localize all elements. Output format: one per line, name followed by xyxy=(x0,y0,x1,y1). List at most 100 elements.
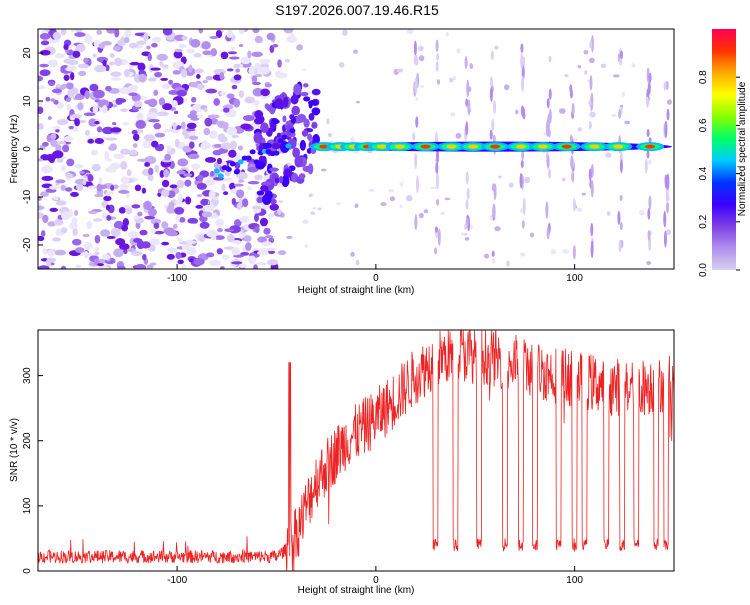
noise-blob xyxy=(131,129,138,135)
noise-blob xyxy=(583,49,589,55)
noise-blob xyxy=(150,218,162,225)
noise-blob xyxy=(193,257,205,266)
noise-blob xyxy=(169,184,178,189)
noise-blob xyxy=(163,169,170,178)
noise-blob xyxy=(159,170,165,178)
transition-blob xyxy=(261,181,272,186)
noise-blob xyxy=(110,71,122,77)
streak-blob xyxy=(493,100,497,114)
noise-blob xyxy=(444,197,451,201)
streak-blob xyxy=(434,226,438,233)
noise-blob xyxy=(203,204,213,211)
streak-blob xyxy=(414,152,418,170)
noise-blob xyxy=(269,45,275,54)
streak-blob xyxy=(465,121,469,136)
noise-blob xyxy=(113,248,124,258)
noise-blob xyxy=(181,35,188,41)
noise-blob xyxy=(406,29,414,35)
noise-blob xyxy=(124,29,132,38)
noise-blob xyxy=(66,103,72,111)
noise-blob xyxy=(418,45,424,51)
noise-blob xyxy=(237,145,244,151)
noise-blob xyxy=(186,48,193,54)
transition-blob xyxy=(301,129,309,137)
noise-blob xyxy=(245,242,252,251)
noise-blob xyxy=(67,89,75,98)
streak-blob xyxy=(436,53,440,61)
noise-blob xyxy=(119,87,131,95)
noise-blob xyxy=(61,165,66,172)
noise-blob xyxy=(266,32,275,41)
noise-blob xyxy=(240,56,251,65)
noise-blob xyxy=(162,64,169,68)
noise-blob xyxy=(51,126,61,130)
noise-blob xyxy=(91,163,101,172)
noise-blob xyxy=(269,203,279,211)
noise-blob xyxy=(231,261,243,265)
noise-blob xyxy=(423,209,429,214)
noise-blob xyxy=(562,177,566,182)
noise-blob xyxy=(506,260,510,267)
noise-blob xyxy=(228,149,237,158)
noise-blob xyxy=(399,204,403,209)
noise-blob xyxy=(55,144,62,152)
streak-blob xyxy=(546,227,550,240)
streak-blob xyxy=(413,40,417,56)
noise-blob xyxy=(134,184,142,192)
tone-segment-peak xyxy=(613,144,624,149)
noise-blob xyxy=(83,241,93,250)
noise-blob xyxy=(98,43,105,49)
track-blob xyxy=(225,166,232,172)
streak-blob xyxy=(645,96,649,108)
noise-blob xyxy=(355,100,360,104)
noise-blob xyxy=(191,163,201,170)
streak-blob xyxy=(521,75,525,92)
noise-blob xyxy=(452,75,457,81)
noise-blob xyxy=(47,116,52,120)
noise-blob xyxy=(49,185,60,190)
noise-blob xyxy=(141,187,147,194)
noise-blob xyxy=(53,220,64,226)
tone-segment-peak xyxy=(490,144,501,149)
streak-blob xyxy=(647,230,651,241)
noise-blob xyxy=(232,239,241,244)
noise-blob xyxy=(209,35,219,40)
noise-blob xyxy=(600,63,607,69)
streak-blob xyxy=(520,159,524,169)
noise-blob xyxy=(247,181,260,185)
noise-blob xyxy=(126,169,132,177)
noise-blob xyxy=(184,135,189,140)
noise-blob xyxy=(52,150,64,159)
noise-blob xyxy=(178,43,187,49)
streak-blob xyxy=(648,137,652,144)
streak-blob xyxy=(490,50,494,60)
noise-blob xyxy=(47,59,59,68)
noise-blob xyxy=(137,211,143,217)
streak-blob xyxy=(617,210,621,225)
noise-blob xyxy=(564,74,569,78)
noise-blob xyxy=(127,84,139,92)
noise-blob xyxy=(550,249,557,255)
noise-blob xyxy=(98,177,103,185)
noise-blob xyxy=(74,210,79,216)
noise-blob xyxy=(605,152,612,158)
noise-blob xyxy=(367,150,373,154)
noise-blob xyxy=(150,112,158,117)
streak-blob xyxy=(437,228,441,246)
noise-blob xyxy=(224,228,235,233)
noise-blob xyxy=(84,34,93,44)
noise-blob xyxy=(151,42,158,48)
noise-blob xyxy=(70,113,82,119)
noise-blob xyxy=(94,251,100,256)
noise-blob xyxy=(92,53,97,58)
streak-blob xyxy=(666,195,670,202)
noise-blob xyxy=(239,216,250,223)
noise-blob xyxy=(77,102,84,111)
noise-blob xyxy=(139,229,148,236)
noise-blob xyxy=(180,121,186,130)
noise-blob xyxy=(120,176,130,184)
noise-blob xyxy=(147,174,154,182)
noise-blob xyxy=(336,202,342,205)
noise-blob xyxy=(129,149,138,156)
noise-blob xyxy=(217,121,229,129)
